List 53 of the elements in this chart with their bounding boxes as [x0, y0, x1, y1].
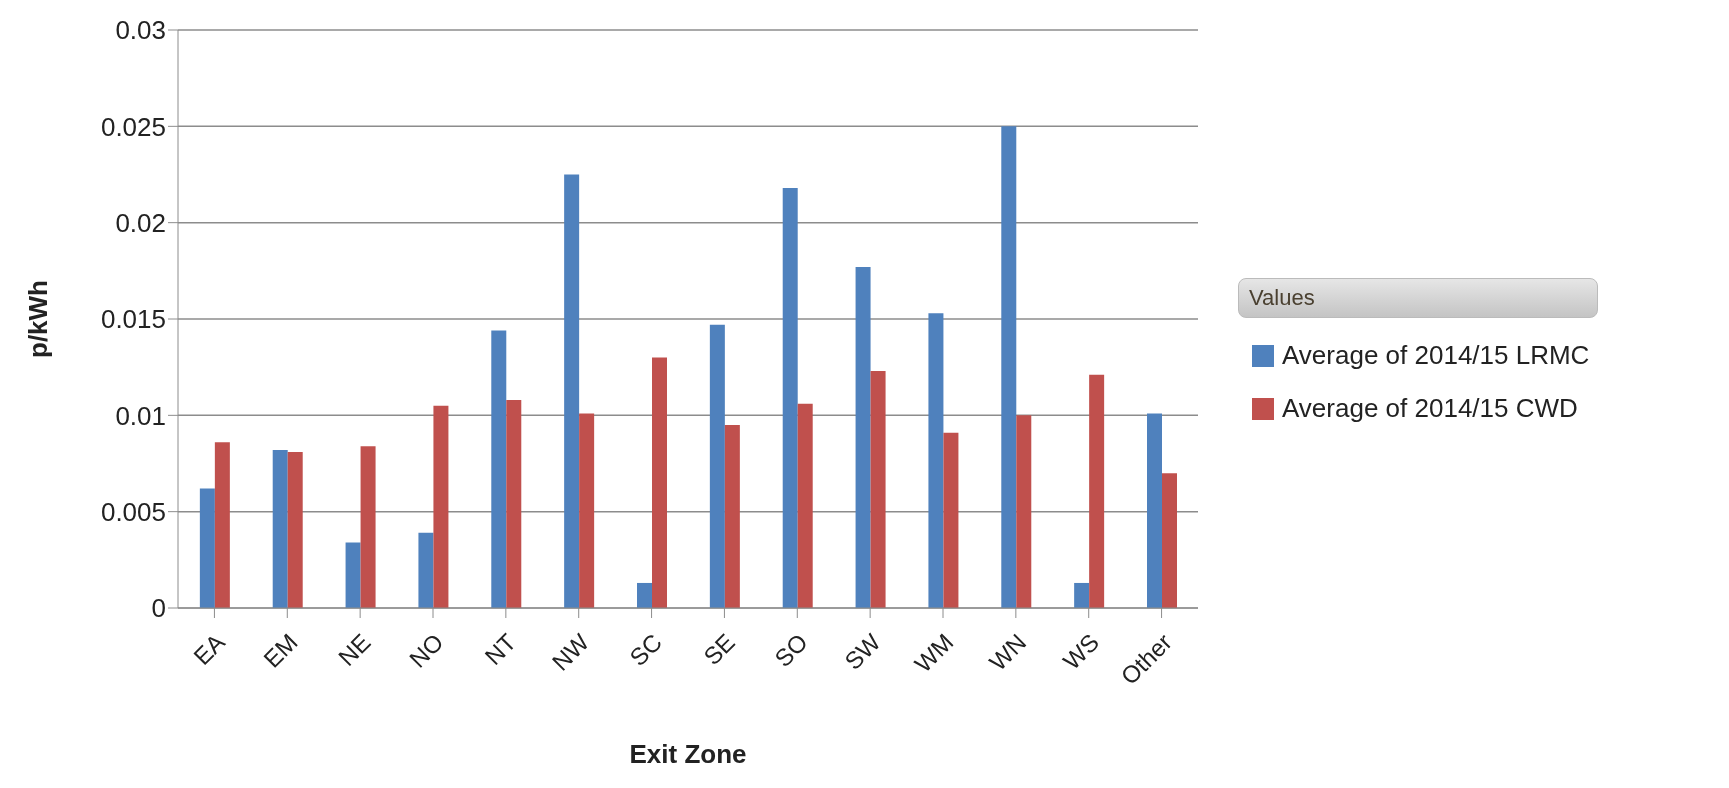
x-tick-label: SE	[698, 628, 740, 671]
y-tick-label: 0.015	[100, 304, 166, 335]
bar	[652, 357, 667, 608]
x-tick-label: EM	[258, 628, 303, 673]
bar	[287, 451, 303, 608]
bar	[272, 450, 288, 608]
bar	[797, 403, 813, 608]
bar	[637, 582, 652, 608]
y-tick-label: 0.025	[100, 111, 166, 142]
bar	[1162, 473, 1177, 608]
legend-label: Average of 2014/15 LRMC	[1282, 340, 1590, 371]
x-tick-label: WM	[909, 628, 959, 678]
legend-label: Average of 2014/15 CWD	[1282, 393, 1578, 424]
bar	[870, 371, 886, 608]
bar	[1016, 415, 1032, 608]
bar	[724, 424, 740, 608]
y-tick-label: 0.005	[100, 496, 166, 527]
bar	[491, 330, 507, 608]
bar	[199, 488, 215, 608]
bar	[1147, 413, 1162, 608]
bar	[418, 532, 434, 608]
bar	[1001, 126, 1017, 608]
x-tick-label: SC	[624, 628, 667, 671]
x-tick-label: EA	[188, 628, 230, 671]
x-tick-label: NE	[332, 628, 376, 671]
bar	[709, 324, 725, 608]
y-tick-label: 0.02	[115, 207, 166, 238]
bar	[782, 187, 798, 608]
bar	[928, 313, 944, 608]
bar	[214, 442, 230, 608]
bar	[360, 446, 376, 608]
y-axis-title: p/kWh	[23, 280, 54, 358]
x-tick-label: NT	[479, 628, 522, 671]
x-tick-label: NW	[546, 628, 595, 676]
bar	[433, 405, 449, 608]
bar	[564, 174, 580, 608]
legend-title: Values	[1238, 278, 1598, 318]
bar	[1074, 582, 1090, 608]
x-tick-label: SW	[839, 628, 886, 675]
bar	[506, 399, 522, 608]
x-tick-label: WS	[1057, 628, 1105, 675]
x-tick-label: NO	[403, 628, 449, 673]
x-axis-title: Exit Zone	[629, 739, 747, 769]
y-tick-label: 0	[151, 593, 166, 624]
y-tick-label: 0.01	[115, 400, 166, 431]
x-tick-label: SO	[769, 628, 813, 672]
x-tick-label: WN	[983, 628, 1032, 676]
y-tick-label: 0.03	[115, 15, 166, 46]
bar	[345, 542, 361, 608]
bar	[943, 432, 959, 608]
bar	[855, 266, 871, 608]
bar	[579, 413, 595, 608]
bar	[1089, 374, 1105, 608]
